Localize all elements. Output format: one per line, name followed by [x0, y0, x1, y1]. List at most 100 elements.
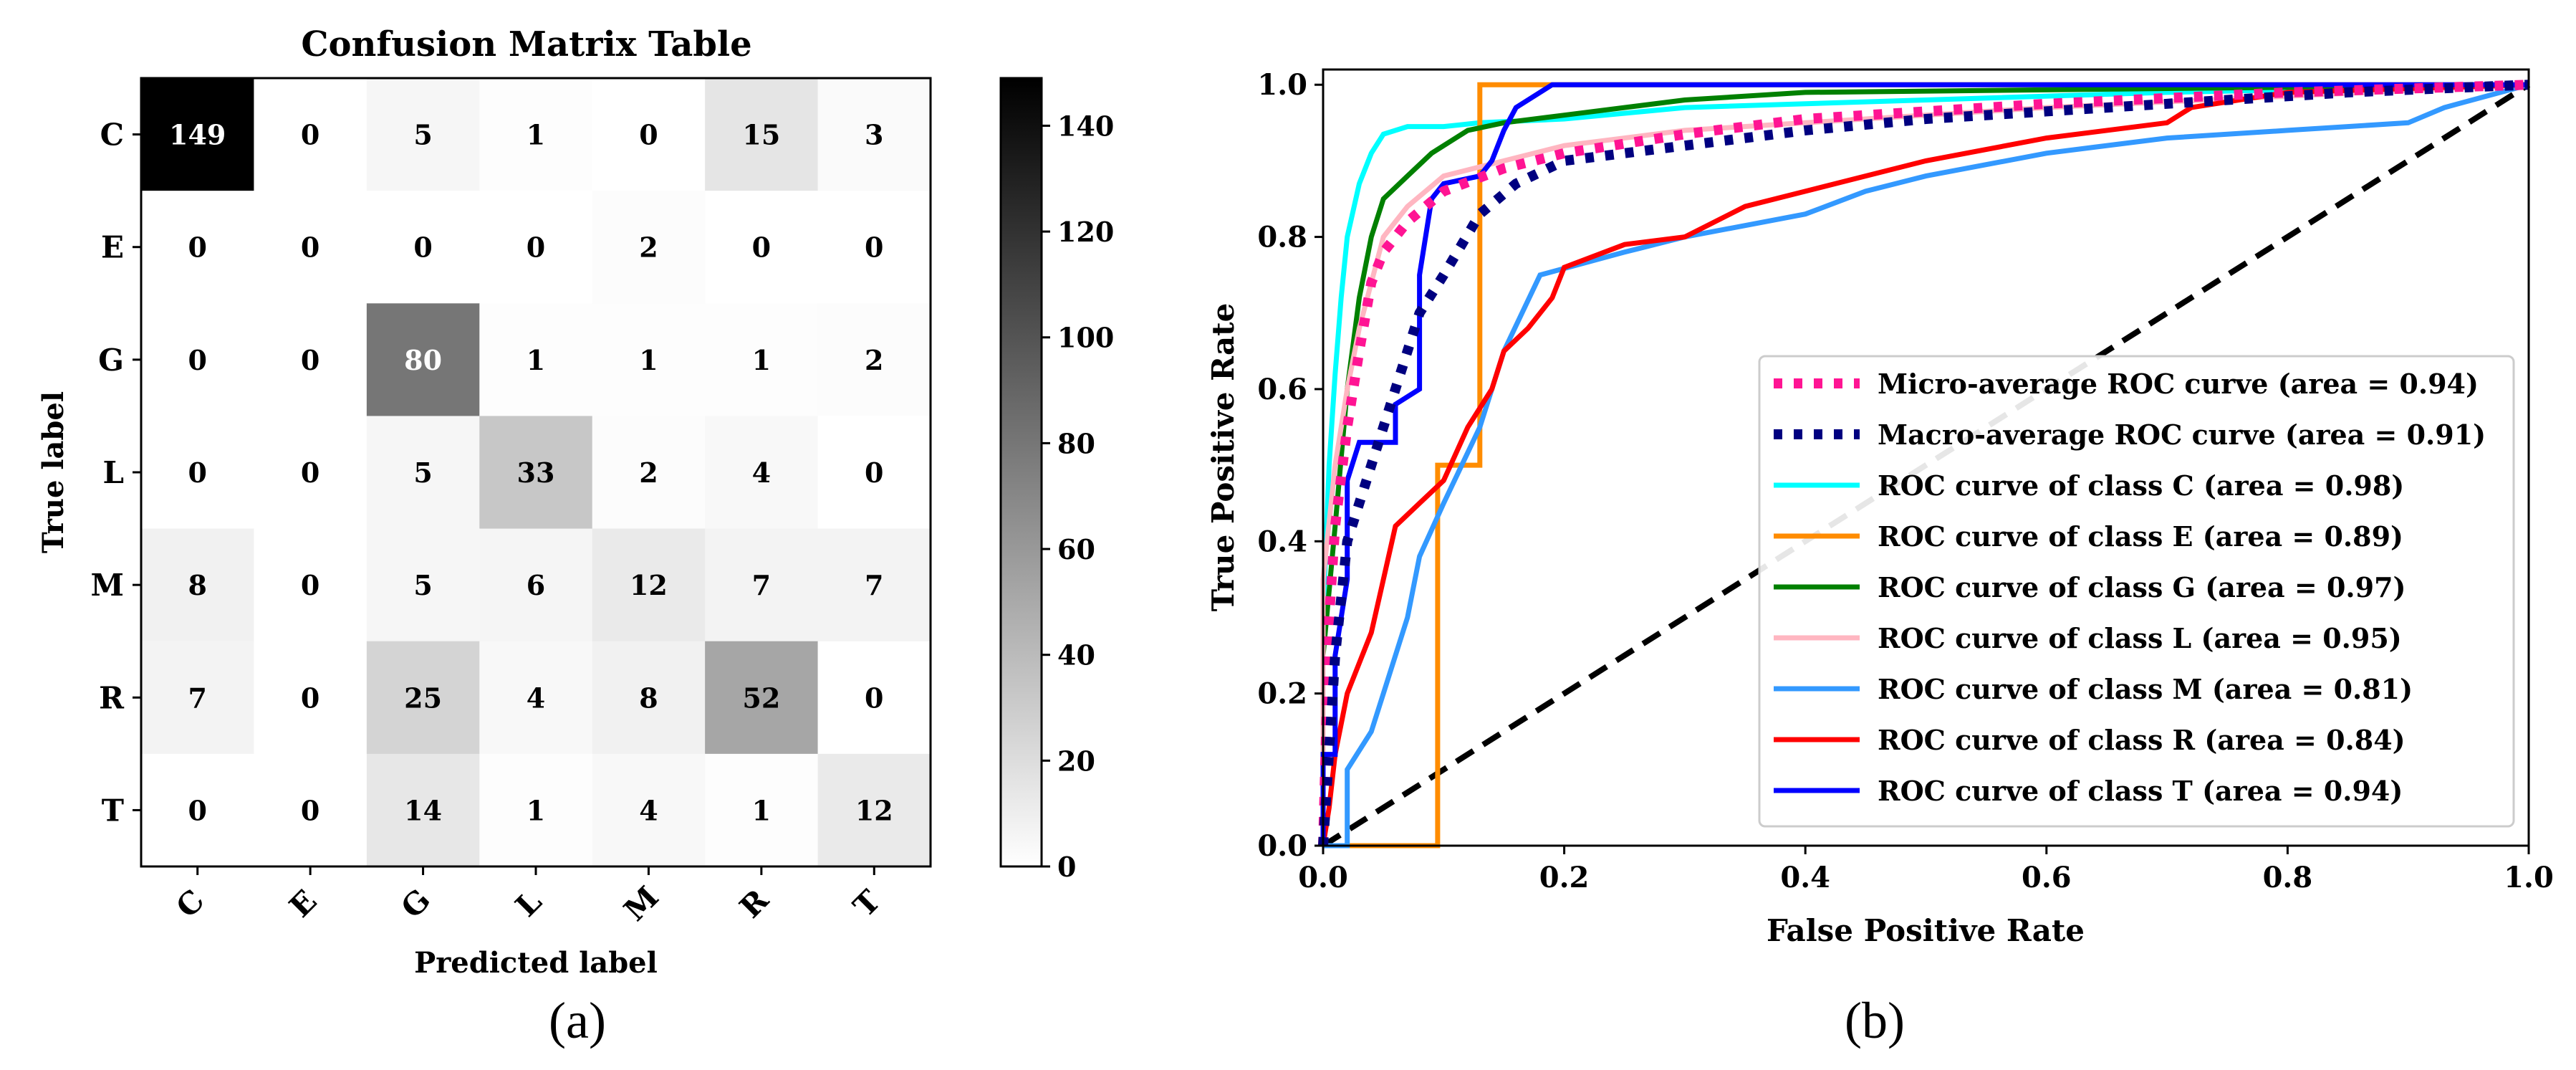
cm-cell: [254, 641, 367, 755]
cm-y-tick-label: E: [101, 230, 124, 265]
cm-y-tick-label: G: [98, 343, 124, 378]
colorbar-tick-label: 0: [1057, 851, 1076, 883]
cm-cell: [479, 753, 593, 867]
cm-cell-value: 0: [527, 231, 545, 264]
colorbar-tick-label: 80: [1057, 427, 1095, 459]
cm-cell-value: 52: [742, 682, 780, 714]
cm-cell: [705, 753, 819, 867]
cm-y-tick-label: L: [102, 455, 124, 490]
legend-label: Micro-average ROC curve (area = 0.94): [1878, 368, 2479, 400]
cm-cell: [141, 303, 254, 416]
colorbar: [999, 77, 1043, 868]
cm-y-tick-label: T: [102, 793, 124, 828]
cm-cell: [254, 303, 367, 416]
cm-title: Confusion Matrix Table: [301, 24, 751, 65]
cm-cell-value: 0: [865, 231, 883, 264]
colorbar-tick-label: 120: [1057, 216, 1114, 248]
cm-cell: [479, 528, 593, 642]
cm-cell: [366, 528, 480, 642]
cm-cell: [817, 641, 931, 755]
cm-x-tick-label: M: [617, 879, 665, 928]
cm-ylabel: True label: [37, 391, 70, 553]
cm-cell-value: 0: [301, 457, 319, 489]
confusion-matrix-panel: Confusion Matrix Table 149 0 5 1 0 15 30 0 0 0 2 0 0…: [37, 24, 1114, 1049]
cm-cell-value: 7: [865, 569, 883, 601]
legend-label: ROC curve of class C (area = 0.98): [1878, 469, 2404, 502]
roc-x-tick-label: 0.6: [2022, 861, 2072, 894]
cm-cell: [254, 416, 367, 530]
roc-xlabel: False Positive Rate: [1767, 913, 2085, 948]
legend-label: ROC curve of class M (area = 0.81): [1878, 673, 2413, 705]
cm-cell: [592, 528, 706, 642]
legend-label: ROC curve of class R (area = 0.84): [1878, 724, 2406, 756]
cm-cell: [592, 641, 706, 755]
cm-cell: [705, 641, 819, 755]
cm-cell: [705, 78, 819, 191]
cm-cell-value: 5: [413, 457, 432, 489]
cm-y-tick-labels: C E G L M R T: [91, 118, 141, 828]
cm-cell-value: 2: [639, 231, 658, 264]
cm-cell-value: 12: [630, 569, 668, 601]
cm-cell-value: 0: [639, 119, 658, 151]
cm-cell-value: 5: [413, 569, 432, 601]
cm-cell-value: 7: [188, 682, 206, 714]
cm-cell-value: 5: [413, 119, 432, 151]
caption-a: (a): [549, 992, 606, 1049]
roc-x-tick-label: 0.8: [2263, 861, 2313, 894]
cm-cell-value: 1: [527, 344, 545, 376]
cm-x-tick-label: C: [169, 883, 211, 925]
roc-y-tick-label: 0.4: [1257, 525, 1307, 558]
roc-x-tick-label: 0.0: [1298, 861, 1348, 894]
legend-label: ROC curve of class T (area = 0.94): [1878, 775, 2403, 807]
cm-cell: [141, 641, 254, 755]
roc-y-tick-label: 0.0: [1257, 829, 1307, 863]
cm-cell: [479, 191, 593, 304]
cm-cell-value: 14: [404, 794, 442, 826]
cm-cell-value: 1: [752, 794, 771, 826]
cm-cell-value: 1: [527, 119, 545, 151]
cm-cell-value: 0: [188, 231, 206, 264]
roc-series-line: [1318, 80, 2529, 846]
roc-x-tick-label: 0.4: [1780, 861, 1830, 894]
cm-cell-value: 4: [752, 457, 771, 489]
colorbar-tick-label: 20: [1057, 745, 1095, 777]
cm-cell: [479, 416, 593, 530]
cm-cell-value: 0: [752, 231, 771, 264]
cm-cell: [141, 191, 254, 304]
cm-cell: [592, 78, 706, 191]
cm-cell: [366, 303, 480, 416]
cm-cell: [479, 78, 593, 191]
cm-cell: [366, 753, 480, 867]
roc-legend: Micro-average ROC curve (area = 0.94) Mac…: [1758, 355, 2515, 828]
roc-series-line: [1320, 82, 2529, 846]
cm-cell-value: 0: [188, 457, 206, 489]
cm-cell: [254, 78, 367, 191]
roc-y-tick-label: 0.2: [1257, 677, 1307, 711]
cm-cell-value: 0: [188, 794, 206, 826]
roc-x-tick-label: 1.0: [2504, 861, 2554, 894]
roc-y-tick-label: 1.0: [1257, 68, 1307, 102]
cm-cell-value: 0: [188, 344, 206, 376]
cm-cell-value: 0: [301, 344, 319, 376]
colorbar-tick-label: 40: [1057, 639, 1095, 672]
colorbar-ticks: 0 20 40 60 80 100 120 140: [1042, 110, 1114, 883]
cm-x-tick-label: G: [394, 882, 437, 925]
cm-cell-value: 7: [752, 569, 771, 601]
cm-cell-value: 2: [865, 344, 883, 376]
cm-cell: [705, 303, 819, 416]
cm-cell-value: 4: [527, 682, 545, 714]
cm-cell-value: 2: [639, 457, 658, 489]
colorbar-tick-label: 60: [1057, 533, 1095, 565]
roc-y-ticks: 0.0 0.2 0.4 0.6 0.8 1.0: [1257, 68, 1323, 863]
cm-y-tick-label: M: [91, 568, 125, 603]
cm-cell: [592, 416, 706, 530]
cm-cell: [817, 528, 931, 642]
cm-cell-value: 1: [527, 794, 545, 826]
roc-frame: [1322, 68, 2530, 847]
cm-cell-value: 12: [855, 794, 893, 826]
cm-cell-value: 0: [413, 231, 432, 264]
roc-panel: 0.0 0.2 0.4 0.6 0.8 1.0 0.0 0.2 0.4 0.6 0.8 1.0 Fa…: [1206, 68, 2554, 1049]
legend-label: Macro-average ROC curve (area = 0.91): [1878, 419, 2486, 451]
cm-cell: [479, 303, 593, 416]
